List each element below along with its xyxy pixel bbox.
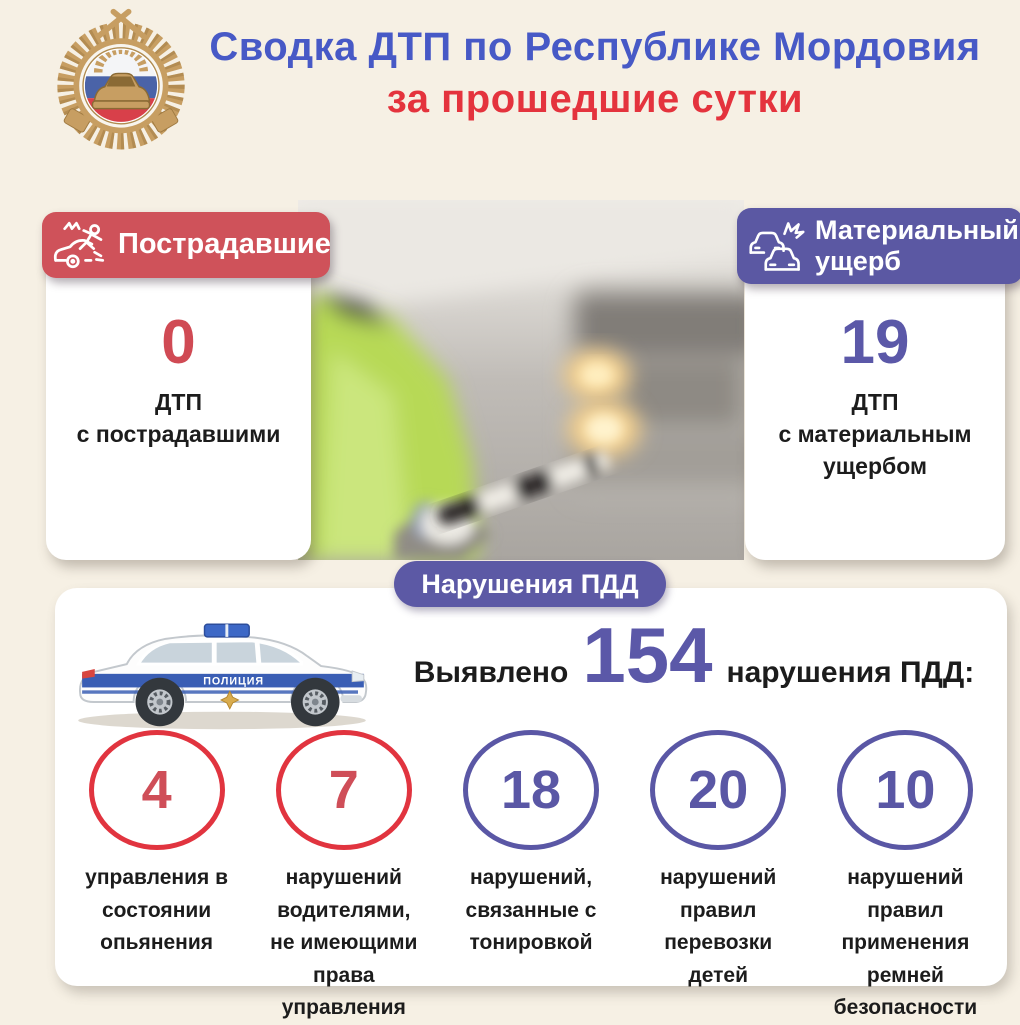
violation-item-child-transport: 20 нарушений правил перевозки детей <box>625 730 812 1025</box>
violation-label: нарушений, связанные с тонировкой <box>465 866 597 955</box>
violation-item-drunk-driving: 4 управления в состоянии опьянения <box>63 730 250 1025</box>
striped-baton <box>437 451 610 525</box>
gold-car-silhouette <box>91 72 151 110</box>
front-wheel <box>290 677 340 727</box>
damage-caption: ДТП с материальным ущербом <box>778 389 972 480</box>
violation-items-row: 4 управления в состоянии опьянения 7 нар… <box>63 730 999 1025</box>
damage-value: 19 <box>840 308 910 377</box>
violation-label: управления в состоянии опьянения <box>85 866 229 955</box>
rear-wheel <box>135 677 185 727</box>
violations-card: ПОЛИЦИЯ Выявлено 154 нарушения ПДД: <box>55 588 1007 1019</box>
violations-pill: Нарушения ПДД <box>394 561 666 607</box>
hi-vis-vest <box>298 290 478 560</box>
violation-count-circle: 10 <box>837 730 974 850</box>
damage-card: 19 ДТП с материальным ущербом <box>745 250 1005 560</box>
violation-count: 20 <box>688 760 749 820</box>
wreath <box>57 8 185 150</box>
violation-count: 18 <box>500 760 562 820</box>
violation-item-seatbelts: 10 нарушений правил применения ремней бе… <box>812 730 999 1025</box>
crossed-swords <box>95 8 147 40</box>
infographic-root: Сводка ДТП по Республике Мордовия за про… <box>42 8 1020 1019</box>
hand-and-sleeve <box>394 501 492 560</box>
violation-label: нарушений правил применения ремней безоп… <box>833 866 978 1020</box>
damage-badge: Материальный ущерб <box>737 208 1020 284</box>
traffic-officer-baton-photo <box>298 200 744 560</box>
victims-badge-label: Пострадавшие <box>118 228 331 261</box>
police-livery-text: ПОЛИЦИЯ <box>203 676 264 688</box>
traffic-stop-photo <box>298 200 744 560</box>
tail-light <box>82 668 95 679</box>
violation-item-tinting: 18 нарушений, связанные с тонировкой <box>437 730 624 1025</box>
violation-count-circle: 7 <box>275 730 412 850</box>
violation-count: 10 <box>875 760 936 820</box>
found-total-value: 154 <box>582 611 713 699</box>
violation-count-circle: 20 <box>650 730 787 850</box>
page-subtitle: за прошедшие сутки <box>386 77 804 121</box>
violation-count: 7 <box>328 760 359 820</box>
victims-badge: Пострадавшие <box>42 212 331 278</box>
gibdd-emblem <box>57 8 185 150</box>
car-pedestrian-crash-icon <box>53 221 105 269</box>
violation-count: 4 <box>141 760 172 820</box>
rays <box>93 49 149 73</box>
violations-pill-label: Нарушения ПДД <box>421 568 639 599</box>
header-title-block: Сводка ДТП по Республике Мордовия за про… <box>185 24 1005 122</box>
violations-total-line: Выявлено 154 нарушения ПДД: <box>385 611 1003 699</box>
victims-value: 0 <box>161 308 196 377</box>
damage-badge-label: Материальный ущерб <box>815 214 1019 276</box>
headlight <box>351 670 365 683</box>
violation-count-circle: 18 <box>463 730 599 850</box>
victims-caption: ДТП с пострадавшими <box>76 389 281 448</box>
violation-label: нарушений водителями, не имеющими права … <box>270 866 418 1020</box>
police-car-illustration: ПОЛИЦИЯ <box>78 623 368 730</box>
found-prefix: Выявлено <box>413 656 569 689</box>
violation-count-circle: 4 <box>88 730 225 850</box>
road-horizon <box>298 200 744 315</box>
headlights <box>563 349 641 458</box>
violation-label: нарушений правил перевозки детей <box>660 866 777 987</box>
violation-item-no-license: 7 нарушений водителями, не имеющими прав… <box>250 730 437 1025</box>
found-suffix: нарушения ПДД: <box>726 656 975 689</box>
door-emblem <box>219 690 240 710</box>
page-title: Сводка ДТП по Республике Мордовия <box>209 25 981 69</box>
victims-card: 0 ДТП с пострадавшими <box>46 246 311 560</box>
two-car-collision-icon <box>749 222 805 271</box>
